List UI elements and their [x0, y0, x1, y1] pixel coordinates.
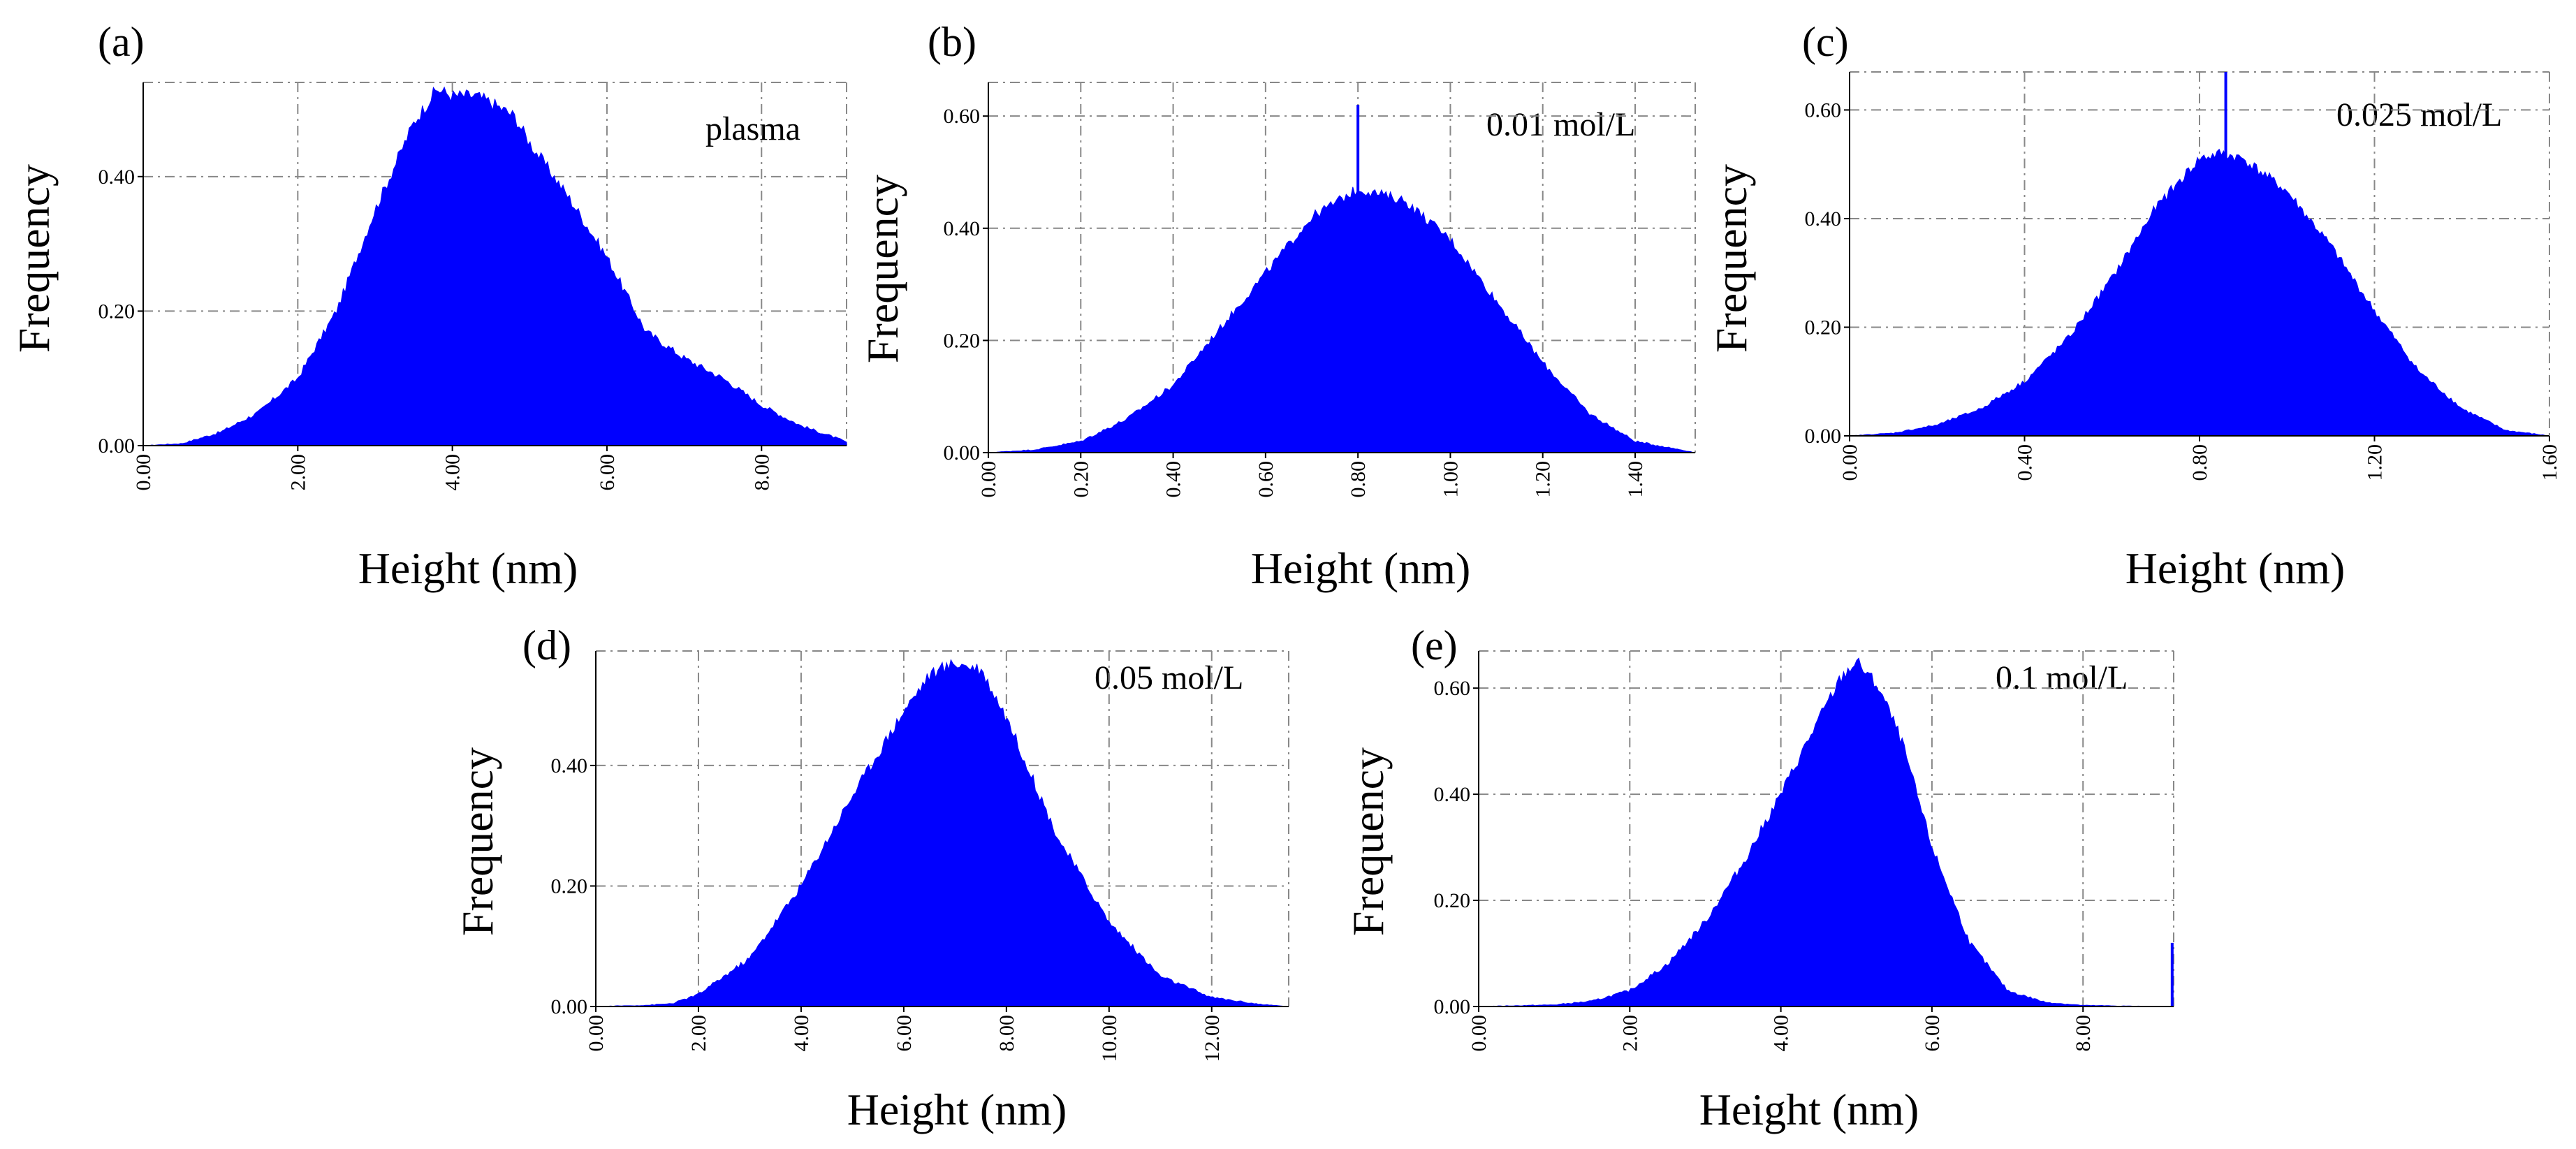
panel-label: (d): [522, 622, 571, 668]
x-tick-label: 0.20: [1069, 461, 1092, 498]
y-tick-label: 0.40: [1434, 783, 1471, 806]
histogram-bars: [142, 86, 847, 446]
x-tick-label: 8.00: [2072, 1015, 2095, 1052]
y-tick-label: 0.00: [1805, 425, 1842, 448]
x-tick-label: 1.20: [1532, 461, 1555, 498]
y-tick-label: 0.00: [98, 434, 136, 458]
histogram-bars: [988, 186, 1696, 453]
x-tick-label: 0.00: [585, 1015, 608, 1052]
chart-annotation: 0.05 mol/L: [1095, 659, 1243, 696]
y-tick-label: 0.00: [551, 995, 588, 1018]
chart-annotation: 0.01 mol/L: [1486, 106, 1635, 143]
x-tick-label: 1.00: [1439, 461, 1462, 498]
x-axis-label: Height (nm): [1251, 543, 1471, 593]
y-axis-label: Frequency: [1706, 164, 1756, 353]
histogram-bars: [1849, 148, 2550, 437]
y-tick-label: 0.40: [944, 217, 981, 240]
x-tick-label: 0.60: [1254, 461, 1278, 498]
x-tick-label: 4.00: [790, 1015, 813, 1052]
x-tick-label: 10.00: [1098, 1015, 1121, 1062]
panel-c: (c) Frequency Height (nm) 0.025 mol/L 0.…: [1706, 19, 2561, 593]
chart-annotation: 0.1 mol/L: [1996, 659, 2128, 696]
x-tick-label: 0.40: [2014, 444, 2037, 481]
panel-b: (b) Frequency Height (nm) 0.01 mol/L 0.0…: [858, 19, 1696, 593]
panel-label: (a): [98, 19, 145, 65]
x-tick-label: 2.00: [1618, 1015, 1641, 1052]
x-tick-label: 4.00: [1770, 1015, 1793, 1052]
y-tick-label: 0.60: [1434, 677, 1471, 700]
histogram-bars: [1478, 657, 2174, 1007]
x-tick-label: 6.00: [893, 1015, 916, 1052]
chart-annotation: 0.025 mol/L: [2336, 96, 2502, 133]
x-tick-label: 1.40: [1624, 461, 1647, 498]
histogram-bars: [596, 659, 1289, 1007]
x-tick-label: 12.00: [1201, 1015, 1224, 1062]
y-tick-label: 0.40: [98, 166, 136, 189]
panel-d: (d) Frequency Height (nm) 0.05 mol/L 0.0…: [453, 622, 1289, 1134]
y-tick-label: 0.40: [1805, 207, 1842, 230]
y-tick-label: 0.00: [1434, 995, 1471, 1018]
x-tick-label: 0.00: [1468, 1015, 1491, 1052]
x-axis-label: Height (nm): [1699, 1085, 1919, 1134]
y-tick-label: 0.20: [1434, 889, 1471, 912]
panel-a: (a) Frequency Height (nm) plasma 0.00 0.2…: [9, 19, 847, 593]
x-axis-label: Height (nm): [358, 543, 578, 593]
chart-annotation: plasma: [705, 110, 800, 147]
y-tick-label: 0.40: [551, 754, 588, 777]
x-axis-label: Height (nm): [847, 1085, 1067, 1134]
x-tick-label: 2.00: [687, 1015, 710, 1052]
x-tick-label: 1.60: [2538, 444, 2561, 481]
x-tick-label: 0.00: [1838, 444, 1861, 481]
panel-e: (e) Frequency Height (nm) 0.1 mol/L 0.00…: [1343, 622, 2174, 1134]
y-tick-label: 0.20: [98, 300, 136, 323]
x-tick-label: 6.00: [1921, 1015, 1944, 1052]
x-tick-label: 0.00: [977, 461, 1000, 498]
y-axis-label: Frequency: [453, 747, 502, 936]
x-tick-label: 4.00: [441, 454, 464, 491]
y-axis-label: Frequency: [858, 175, 907, 363]
x-tick-label: 2.00: [286, 454, 309, 491]
y-axis-label: Frequency: [9, 164, 59, 353]
x-tick-label: 0.80: [2188, 444, 2211, 481]
x-tick-label: 6.00: [596, 454, 619, 491]
panel-label: (c): [1802, 19, 1849, 65]
y-tick-label: 0.60: [1805, 98, 1842, 122]
x-tick-label: 0.40: [1162, 461, 1185, 498]
y-tick-label: 0.20: [551, 874, 588, 898]
y-tick-label: 0.20: [944, 329, 981, 352]
x-tick-label: 8.00: [750, 454, 773, 491]
y-tick-label: 0.20: [1805, 316, 1842, 339]
y-axis-label: Frequency: [1343, 747, 1393, 936]
y-tick-label: 0.00: [944, 441, 981, 464]
panel-label: (b): [928, 19, 976, 65]
x-axis-label: Height (nm): [2125, 543, 2346, 593]
y-tick-label: 0.60: [944, 105, 981, 128]
panel-label: (e): [1411, 622, 1458, 668]
x-tick-label: 1.20: [2364, 444, 2387, 481]
x-tick-label: 8.00: [995, 1015, 1018, 1052]
x-tick-label: 0.80: [1347, 461, 1370, 498]
x-tick-label: 0.00: [132, 454, 155, 491]
